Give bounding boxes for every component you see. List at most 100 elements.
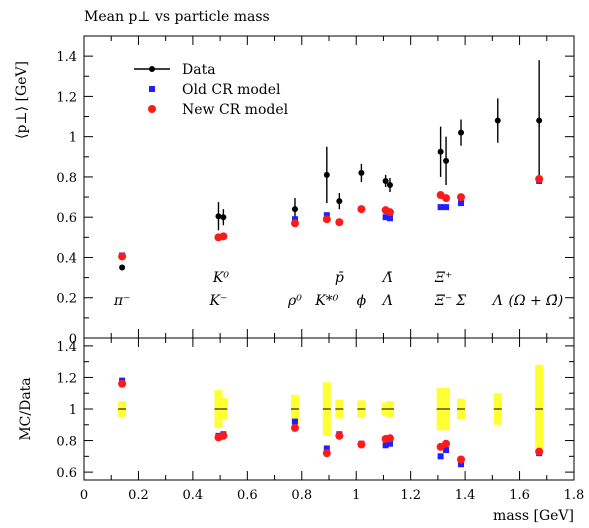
data-point [437, 148, 444, 155]
particle-label: K*⁰ [314, 293, 338, 309]
new-cr-point [118, 252, 127, 261]
particle-label: Σ [455, 293, 466, 309]
x-tick-label: 1.4 [455, 488, 476, 503]
ratio-y-tick-label: 0.8 [56, 435, 77, 450]
data-point [382, 177, 389, 184]
data-point [119, 264, 126, 271]
axis-ticks [83, 36, 575, 480]
top-y-tick-label: 0.8 [56, 171, 77, 186]
ratio-y-tick-label: 1.4 [56, 340, 77, 355]
chart-title: Mean p⊥ vs particle mass [84, 9, 270, 25]
top-y-tick-label: 0.4 [56, 251, 77, 266]
x-tick-label: 1.8 [564, 488, 585, 503]
ratio-old-cr-point [382, 442, 389, 449]
new-cr-point [535, 174, 544, 183]
particle-labels: π⁻ K⁰ K⁻ ρ⁰ p̄ K*⁰ ϕ Λ̄ Λ Ξ̄⁺ Ξ⁻ Σ Λ (Ω + Ω̄) [113, 270, 563, 309]
data-point [386, 181, 393, 188]
old-cr-point [291, 216, 298, 223]
particle-label: p̄ [335, 270, 344, 286]
ratio-y-tick-labels: 0.6 0.8 1 1.2 1.4 [56, 340, 77, 481]
ratio-y-axis-label: MC/Data [18, 377, 34, 440]
x-tick-label: 1 [352, 488, 360, 503]
data-point [291, 206, 298, 213]
top-y-tick-label: 0.6 [56, 211, 77, 226]
ratio-y-tick-label: 1.2 [56, 371, 77, 386]
ratio-old-cr-point [458, 461, 465, 468]
old-cr-point [323, 212, 330, 219]
top-y-tick-label: 1 [69, 131, 77, 146]
old-cr-point [386, 215, 393, 222]
ratio-new-cr-point [457, 455, 466, 464]
top-y-tick-label: 0 [69, 332, 77, 347]
x-tick-labels: 0 0.2 0.4 0.6 0.8 1 1.2 1.4 1.6 1.8 [80, 488, 584, 503]
top-y-axis-label: ⟨p⊥⟩ [GeV] [14, 61, 30, 139]
data-point [336, 198, 343, 205]
old-cr-point [443, 204, 450, 211]
particle-label: K⁰ [212, 270, 229, 286]
particle-label: Ξ⁻ [434, 293, 452, 309]
new-cr-point [357, 205, 366, 214]
ratio-points [118, 377, 544, 468]
x-tick-label: 1.6 [509, 488, 530, 503]
legend-data-label: Data [182, 62, 216, 78]
ratio-new-cr-point [219, 431, 228, 440]
ratio-y-tick-label: 1 [69, 403, 77, 418]
top-y-tick-label: 0.2 [56, 292, 77, 307]
x-tick-label: 0 [80, 488, 88, 503]
top-y-tick-label: 1.4 [56, 50, 77, 65]
new-cr-point [457, 193, 466, 202]
particle-label: K⁻ [209, 293, 228, 309]
particle-label: Ξ̄⁺ [434, 270, 452, 286]
particle-label: Λ [381, 293, 393, 309]
data-point [458, 129, 465, 136]
data-series [119, 60, 543, 271]
old-cr-point [458, 200, 465, 207]
data-point [323, 171, 330, 178]
data-point [215, 213, 222, 220]
top-y-tick-label: 1.2 [56, 90, 77, 105]
legend-old-cr-label: Old CR model [182, 82, 281, 98]
particle-label: π⁻ [113, 293, 131, 309]
ratio-new-cr-point [335, 431, 344, 440]
ratio-new-cr-point [385, 434, 394, 443]
x-tick-label: 1.2 [400, 488, 421, 503]
old-cr-point [437, 204, 444, 211]
legend-data-marker [149, 66, 155, 72]
data-point [443, 157, 450, 164]
ratio-old-cr-point [437, 453, 444, 460]
particle-label: Λ̄ [381, 270, 393, 286]
legend-new-cr-marker [148, 105, 156, 113]
new-cr-point [442, 194, 451, 203]
x-tick-label: 0.4 [183, 488, 204, 503]
data-point [494, 117, 501, 124]
ratio-old-cr-point [323, 445, 330, 452]
particle-label: ρ⁰ [287, 293, 302, 309]
x-tick-label: 0.8 [291, 488, 312, 503]
x-axis-label: mass [GeV] [493, 508, 574, 524]
legend-old-cr-marker [149, 86, 155, 92]
ratio-old-cr-point [443, 447, 450, 454]
ratio-uncertainty-bands [118, 364, 544, 454]
ratio-new-cr-point [357, 440, 366, 449]
ratio-new-cr-point [290, 423, 299, 432]
x-tick-label: 0.2 [128, 488, 149, 503]
new-cr-point [322, 215, 331, 224]
particle-label: (Ω + Ω̄) [508, 293, 563, 309]
legend-new-cr-label: New CR model [182, 102, 289, 118]
ratio-old-cr-point [386, 440, 393, 447]
new-cr-point [219, 232, 228, 241]
ratio-new-cr-point [118, 379, 127, 388]
data-point [358, 169, 365, 176]
ratio-y-tick-label: 0.6 [56, 466, 77, 481]
new-cr-point [290, 219, 299, 228]
ratio-new-cr-point [535, 447, 544, 456]
legend: Data Old CR model New CR model [134, 62, 289, 118]
ratio-new-cr-point [442, 439, 451, 448]
data-point [536, 117, 543, 124]
x-tick-label: 0.6 [237, 488, 258, 503]
ratio-new-cr-point [322, 449, 331, 458]
old-cr-point [382, 214, 389, 221]
model-series [118, 174, 544, 261]
particle-label: Λ [491, 293, 503, 309]
